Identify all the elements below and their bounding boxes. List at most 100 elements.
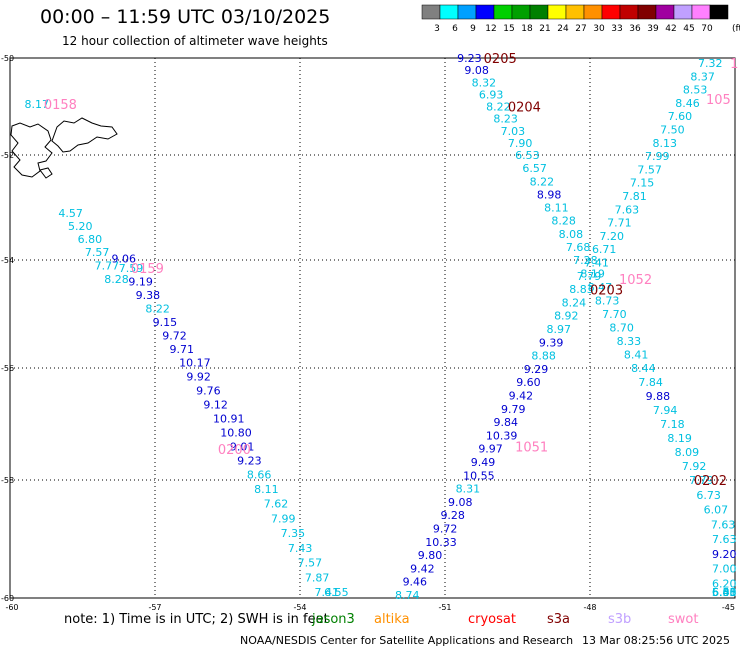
wave-height-value: 8.11 [254,483,278,496]
latitude-label: -54 [1,256,14,265]
wave-height-value: 7.00 [712,563,737,576]
legend-entry-s3b: s3b [608,612,632,627]
wave-height-value: 8.17 [25,98,50,111]
wave-height-value: 10.80 [220,426,252,439]
wave-height-value: 8.11 [544,202,569,215]
wave-height-value: 8.31 [456,483,481,496]
wave-height-value: 7.59 [119,262,144,275]
wave-height-value: 8.47 [588,281,613,294]
wave-height-value: 7.99 [271,512,296,525]
colorbar-swatch-16 [709,4,729,20]
wave-height-value: 9.08 [464,64,489,77]
wave-height-value: 7.90 [508,137,533,150]
wave-height-value: 9.46 [403,576,428,589]
wave-height-value: 7.92 [682,460,707,473]
wave-height-map: -50 -52 -54 -56 -58 -60-60 -57 -54 -51 -48 -45 8.17… [1,52,738,612]
wave-height-value: 7.41 [315,586,340,599]
wave-height-value: 8.70 [609,322,634,335]
wave-height-value: 10.33 [425,536,457,549]
colorbar-tick-label: 12 [485,24,496,34]
wave-height-value: 7.81 [622,190,647,203]
satellite-legend: jason3 altika cryosat s3a s3b swot [0,612,740,630]
wave-height-value: 8.22 [145,303,170,316]
wave-height-value: 9.79 [501,403,526,416]
wave-height-value: 9.49 [471,456,496,469]
pass-time-label: 0205 [484,52,517,67]
pass-time-label: 0203 [590,284,623,299]
wave-height-value: 8.23 [493,113,518,126]
pass-time-label: 0158 [44,98,77,113]
colorbar-tick-label: 30 [593,24,605,34]
wave-height-value: 9.72 [433,523,458,536]
pass-time-label: 105 [706,93,731,108]
map-frame [9,57,736,599]
colorbar-tick-label: 36 [629,24,641,34]
wave-height-value: 6.57 [522,162,547,175]
wave-height-value: 5.20 [68,220,93,233]
wave-height-value: 8.33 [617,335,642,348]
wave-height-value: 6.40 [712,586,737,599]
wave-height-value: 6.07 [704,504,729,517]
pass-time-label: 1051 [515,440,548,455]
wave-height-value: 6.55 [712,586,737,599]
wave-height-value: 9.76 [196,384,221,397]
wave-height-value: 5.81 [712,586,737,599]
pass-time-label: 0159 [131,262,164,277]
wave-height-value: 10.55 [463,469,495,482]
page-title: 00:00 – 11:59 UTC 03/10/2025 [40,6,331,28]
wave-height-value: 6.93 [479,88,504,101]
colorbar-tick-label: 42 [665,24,676,34]
wave-height-value: 8.28 [551,215,576,228]
wave-height-value: 8.22 [530,175,555,188]
colorbar-tick-label: 45 [683,24,694,34]
wave-height-value: 9.92 [186,370,211,383]
wave-height-value: 8.98 [537,188,562,201]
wave-height-value: 9.01 [230,440,255,453]
wave-height-value: 7.63 [615,203,640,216]
wave-height-value: 7.71 [607,217,632,230]
wave-height-value: 9.15 [153,316,178,329]
wave-height-value: 9.20 [712,548,737,561]
wave-height-value: 6.73 [696,489,721,502]
wave-height-value: 7.68 [566,241,591,254]
wave-height-value: 7.79 [689,474,714,487]
colorbar-tick-label: 39 [647,24,659,34]
pass-time-label: 0202 [694,474,727,489]
wave-height-value: 7.99 [645,150,670,163]
latitude-label: -58 [1,476,14,485]
wave-height-value: 7.70 [602,308,627,321]
wave-height-value: 9.84 [493,416,517,429]
wave-height-value: 7.35 [281,527,306,540]
colorbar-tick-label: 3 [434,24,440,34]
wave-height-value: 10.17 [179,357,211,370]
wave-height-value: 7.28 [573,254,598,267]
wave-height-value: 8.46 [675,97,700,110]
colorbar-tick-label: 15 [503,24,514,34]
wave-height-value: 9.72 [162,330,187,343]
wave-height-value: 8.44 [631,362,656,375]
generated-timestamp: 13 Mar 08:25:56 UTC 2025 [582,634,730,647]
wave-height-value: 9.23 [457,52,482,65]
wave-height-value: 8.37 [690,70,715,83]
wave-height-value: 7.57 [298,557,323,570]
colorbar-tick-label: 27 [575,24,586,34]
wave-height-value: 5.43 [712,586,737,599]
wave-height-value: 9.23 [237,454,262,467]
wave-height-value: 8.22 [486,101,511,114]
wave-height-value: 9.06 [112,252,137,265]
wave-height-value: 8.13 [653,137,678,150]
colorbar-tick-label: 18 [521,24,533,34]
wave-height-value: 7.41 [584,257,609,270]
wave-height-value: 8.24 [562,296,587,309]
wave-height-value: 6.80 [78,233,103,246]
wave-height-value: 7.62 [264,498,289,511]
wave-height-value: 9.80 [418,549,443,562]
legend-entry-cryosat: cryosat [468,612,516,627]
wave-height-value: 8.41 [624,349,649,362]
wave-height-value: 9.28 [440,509,465,522]
wave-height-value: 6.71 [592,243,617,256]
longitude-label: -51 [438,603,451,612]
wave-height-value: 8.08 [559,228,584,241]
wave-height-value: 7.20 [600,230,625,243]
